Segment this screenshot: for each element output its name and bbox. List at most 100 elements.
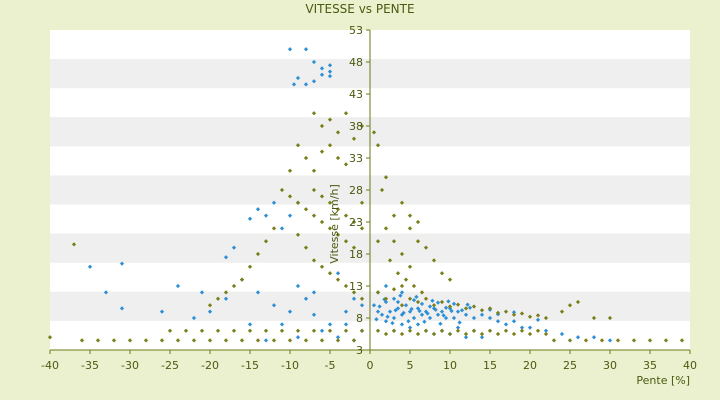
data-point [411,315,417,321]
y-tick-label: 33 [349,152,363,165]
data-point [439,328,445,333]
data-point [379,312,385,317]
data-point [495,331,501,337]
data-point [399,283,405,289]
data-point [279,187,285,193]
x-tick-label: -25 [161,359,179,372]
data-point [503,328,509,333]
data-point [390,320,395,326]
data-point [263,213,269,218]
data-point [403,277,409,282]
data-point [319,338,325,343]
data-point [435,300,441,305]
data-point [287,194,293,199]
data-point [409,306,414,312]
data-point [457,320,462,325]
data-point [335,207,341,212]
x-tick-label: 5 [407,359,414,372]
data-point [263,328,269,333]
data-point [631,338,637,343]
data-point [319,328,325,333]
data-point [247,216,253,221]
data-point [199,328,205,333]
data-point [319,264,325,269]
data-point [395,306,401,311]
data-point [287,213,293,218]
data-point [511,319,517,324]
data-point [383,331,389,337]
data-point [191,338,197,343]
data-point [159,309,165,314]
data-point [191,315,197,321]
x-tick-label: 40 [683,359,697,372]
data-point [447,331,453,337]
data-point [451,315,457,321]
data-point [247,322,253,327]
x-tick-label: 15 [483,359,497,372]
data-point [351,290,357,295]
data-point [575,299,581,305]
data-point [311,258,317,263]
data-point [411,297,417,303]
data-point [319,149,325,154]
data-point [311,213,317,218]
data-point [455,325,461,330]
data-point [127,338,133,343]
data-point [351,136,357,141]
data-point [511,331,517,337]
data-point [419,312,425,317]
data-point [487,328,493,333]
data-point [399,200,405,205]
data-point [459,308,465,313]
y-tick-label: 3 [356,344,363,357]
data-point [423,296,429,301]
data-point [479,308,485,313]
data-point [377,304,382,309]
x-tick-label: -30 [121,359,139,372]
data-point [430,298,435,303]
data-point [439,271,445,276]
data-point [175,283,181,289]
data-point [607,338,613,343]
data-point [423,245,429,250]
data-point [223,255,229,260]
data-point [223,338,229,343]
data-point [271,303,277,308]
data-point [415,239,421,244]
chart-title: VITESSE vs PENTE [305,2,414,16]
data-point [433,307,438,312]
data-point [679,338,685,343]
data-point [415,331,421,337]
data-point [443,305,449,310]
data-point [551,338,557,343]
data-point [447,304,453,309]
data-point [374,317,379,322]
data-point [575,335,581,340]
data-point [398,293,403,298]
data-point [415,322,421,327]
x-tick-label: -35 [81,359,99,372]
data-point [438,321,443,326]
data-point [287,338,293,343]
data-point [543,331,549,337]
y-tick-label: 13 [349,280,363,293]
data-point [327,143,333,148]
data-point [335,271,341,276]
data-point [391,239,397,244]
data-point [527,331,533,337]
data-point [343,328,349,333]
y-tick-label: 48 [349,56,363,69]
data-point [387,258,393,263]
data-point [303,245,309,250]
data-point [422,319,427,324]
data-point [391,315,397,321]
data-point [247,264,253,269]
data-point [463,335,469,340]
data-point [511,310,517,315]
data-point [543,328,549,333]
data-point [399,322,405,327]
data-point [287,168,293,173]
data-point [343,322,349,327]
data-point [335,130,341,135]
data-point [379,187,385,193]
